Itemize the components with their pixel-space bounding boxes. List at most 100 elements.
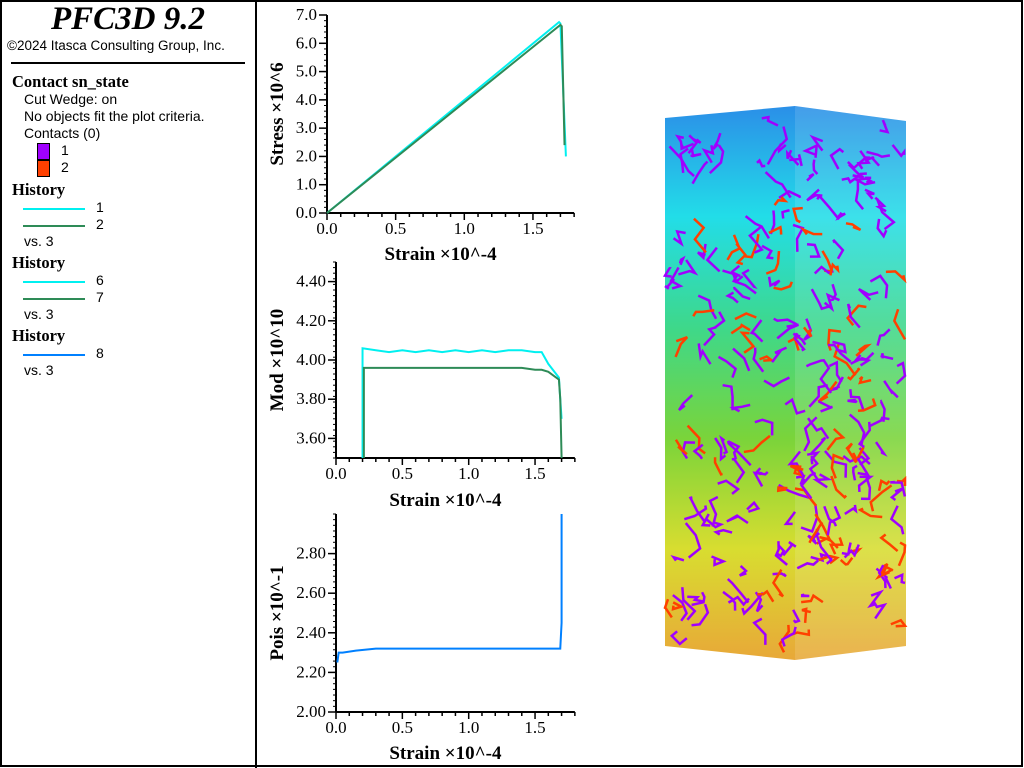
x-tick-label: 1.0 xyxy=(458,718,479,737)
contact-crack xyxy=(691,603,710,627)
x-tick-label: 1.5 xyxy=(522,219,543,238)
contact-crack xyxy=(832,340,847,354)
contact-crack xyxy=(806,173,815,182)
contact-crack xyxy=(739,331,756,354)
contact-crack xyxy=(877,479,891,492)
contact-crack xyxy=(726,234,742,261)
history-vs: vs. 3 xyxy=(24,306,54,322)
history-vs: vs. 3 xyxy=(24,362,54,378)
contact-crack xyxy=(889,505,905,535)
contact-crack xyxy=(892,308,907,341)
contact-crack xyxy=(663,598,673,619)
contact-crack xyxy=(789,464,804,471)
contact-crack xyxy=(808,455,821,483)
contact-crack xyxy=(826,505,842,536)
contact-crack xyxy=(858,375,872,385)
contact-crack xyxy=(741,591,764,616)
contact-crack xyxy=(857,475,875,492)
y-tick-label: 2.00 xyxy=(296,702,326,721)
app-title: PFC3D 9.2 xyxy=(50,1,205,37)
contact-crack xyxy=(802,143,819,158)
contact-crack xyxy=(701,145,715,164)
contact-crack xyxy=(717,355,738,378)
y-tick-label: 6.0 xyxy=(296,33,317,52)
contact-crack xyxy=(810,436,827,455)
contact-crack xyxy=(730,264,744,284)
contact-crack xyxy=(754,418,774,436)
contact-crack xyxy=(754,467,763,476)
contact-crack xyxy=(782,540,797,557)
x-tick-label: 1.5 xyxy=(524,718,545,737)
contact-crack xyxy=(847,398,858,404)
contact-crack xyxy=(897,541,907,567)
y-axis-label: Stress ×10^6 xyxy=(267,62,288,165)
contact-crack xyxy=(896,475,907,486)
contact-crack xyxy=(876,218,888,239)
specimen-face-right xyxy=(795,106,906,660)
history-line-6 xyxy=(23,281,85,283)
contact-crack xyxy=(874,441,888,457)
history-label: 6 xyxy=(96,272,104,288)
contact-crack xyxy=(674,439,688,456)
x-tick-label: 0.5 xyxy=(392,718,413,737)
contact-crack xyxy=(844,504,858,515)
contact-crack xyxy=(839,557,854,566)
contact-crack xyxy=(776,323,800,340)
series-6-line xyxy=(361,347,563,458)
no-objects: No objects fit the plot criteria. xyxy=(24,108,205,124)
contact-crack xyxy=(678,259,699,276)
history-line-7 xyxy=(23,298,85,300)
contact-crack xyxy=(743,434,771,454)
x-tick-label: 1.0 xyxy=(454,219,475,238)
contact-crack xyxy=(681,441,696,460)
contact-crack xyxy=(726,578,750,604)
contact-crack xyxy=(741,268,758,290)
contact-crack xyxy=(713,311,726,330)
y-tick-label: 3.0 xyxy=(296,118,317,137)
contact-crack xyxy=(800,504,819,534)
series-7-line xyxy=(362,366,563,459)
contact-crack xyxy=(860,476,872,501)
contact-crack xyxy=(805,359,825,368)
history-line-8 xyxy=(23,354,85,356)
contact-crack xyxy=(801,593,824,604)
contact-crack xyxy=(662,267,672,278)
contact-crack xyxy=(668,145,695,178)
contact-crack xyxy=(771,346,788,363)
contact-crack xyxy=(784,397,806,415)
contact-crack xyxy=(847,367,861,381)
contact-crack xyxy=(767,276,781,288)
contact-crack xyxy=(752,617,767,645)
x-axis-label: Strain ×10^-4 xyxy=(389,490,502,511)
contact-crack xyxy=(855,343,872,357)
contact-crack xyxy=(864,188,875,200)
contact-crack xyxy=(773,196,789,206)
contact-crack xyxy=(810,288,830,311)
contact-crack xyxy=(803,318,813,341)
contact-crack xyxy=(849,389,865,411)
x-tick-label: 0.5 xyxy=(392,464,413,483)
contact-crack xyxy=(800,471,817,500)
contact-crack xyxy=(835,211,846,221)
contact-crack xyxy=(783,511,797,526)
contact-crack xyxy=(869,416,890,428)
contact-crack xyxy=(806,242,821,258)
contact-crack xyxy=(746,500,761,513)
contact-crack xyxy=(719,435,729,455)
contact-crack xyxy=(692,443,704,460)
contact-crack xyxy=(727,595,750,607)
y-tick-label: 4.40 xyxy=(296,272,326,291)
y-tick-label: 4.00 xyxy=(296,350,326,369)
contact-crack xyxy=(812,159,819,175)
contact-crack xyxy=(829,376,845,392)
contact-crack xyxy=(708,144,725,175)
contact-crack xyxy=(672,229,686,247)
history-label: 7 xyxy=(96,289,104,305)
chart-2: 0.0 0.5 1.0 1.5 3.60 3.80 4.00 4.20 4.40 Strain ×… xyxy=(267,261,576,511)
contact-crack xyxy=(780,626,797,647)
contact-crack xyxy=(722,269,741,278)
contact-crack xyxy=(764,171,792,199)
contact-crack xyxy=(866,150,891,159)
contact-crack xyxy=(708,495,719,527)
contact-crack xyxy=(744,215,770,240)
